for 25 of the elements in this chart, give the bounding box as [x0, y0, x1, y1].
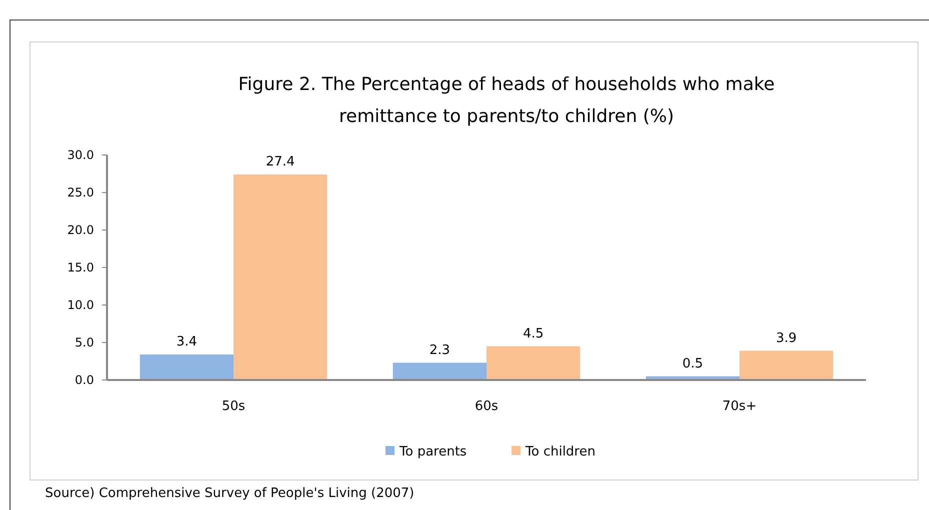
data-label: 3.9: [776, 330, 797, 346]
x-tick-label: 50s: [222, 399, 246, 414]
y-tick-label: 30.0: [67, 148, 94, 162]
x-tick-label: 60s: [474, 399, 498, 414]
data-label: 3.4: [176, 334, 198, 350]
legend-label: To parents: [398, 444, 467, 460]
x-tick-label: 70s+: [722, 399, 757, 414]
bar: [486, 346, 580, 380]
bar: [392, 362, 486, 380]
bar: [740, 350, 834, 380]
y-tick-label: 25.0: [67, 186, 94, 200]
data-label: 0.5: [682, 356, 704, 372]
source-note: Source) Comprehensive Survey of People's Living (2007): [45, 486, 414, 501]
bar: [140, 354, 234, 380]
y-tick-label: 15.0: [67, 260, 94, 275]
y-tick-label: 10.0: [67, 298, 94, 312]
chart-title: Figure 2. The Percentage of heads of households who make remittance to parents/to children (%): [238, 74, 775, 127]
legend-label: To children: [524, 444, 596, 460]
y-tick-label: 5.0: [74, 336, 94, 350]
data-label: 4.5: [522, 326, 544, 342]
y-tick-label: 0.0: [74, 373, 94, 388]
data-label: 27.4: [266, 154, 295, 170]
y-tick-label: 20.0: [67, 223, 94, 238]
bar: [234, 174, 328, 380]
data-label: 2.3: [429, 342, 450, 358]
